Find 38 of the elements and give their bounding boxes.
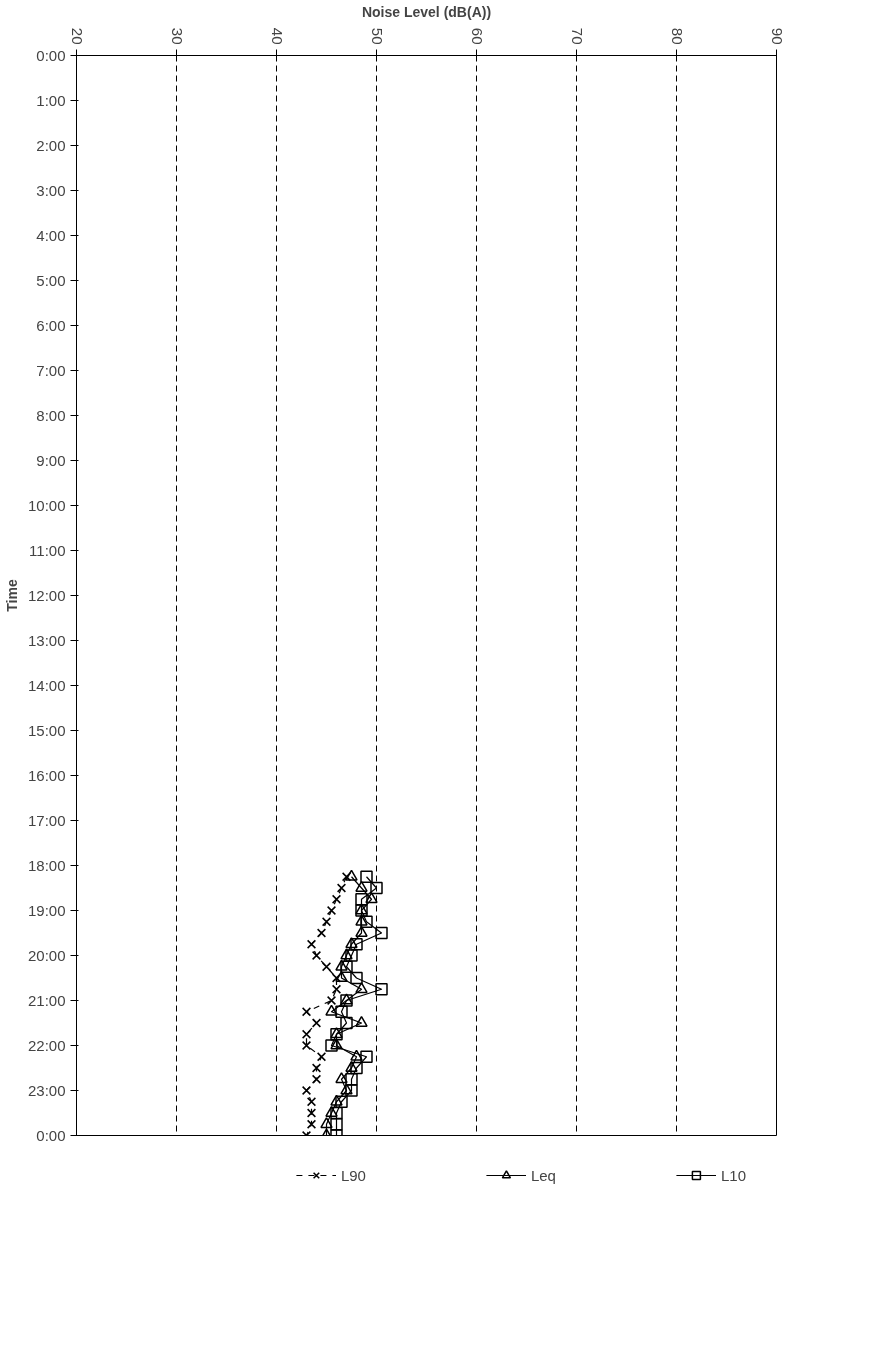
x-tick-label: 60 [468, 27, 486, 45]
y-tick-label: 4:00 [36, 227, 66, 244]
x-tick-label: 90 [768, 27, 786, 45]
y-tick-label: 16:00 [27, 767, 66, 784]
legend-label: L10 [720, 1166, 746, 1184]
y-tick-label: 14:00 [27, 677, 66, 694]
y-tick-label: 3:00 [36, 182, 66, 199]
y-tick-label: 1:00 [36, 92, 66, 109]
y-tick-label: 0:00 [36, 47, 66, 64]
y-tick-label: 19:00 [27, 902, 66, 919]
y-tick-label: 5:00 [36, 272, 66, 289]
y-tick-label: 9:00 [36, 452, 66, 469]
y-tick-label: 2:00 [36, 137, 66, 154]
x-tick-label: 40 [268, 27, 286, 45]
y-tick-label: 22:00 [27, 1037, 66, 1054]
y-tick-label: 10:00 [27, 497, 66, 514]
y-tick-label: 15:00 [27, 722, 66, 739]
y-tick-label: 13:00 [27, 632, 66, 649]
y-tick-label: 8:00 [36, 407, 66, 424]
x-axis-title: Noise Level (dB(A)) [361, 3, 492, 20]
x-tick-label: 20 [68, 27, 86, 45]
x-tick-label: 50 [368, 27, 386, 45]
x-tick-label: 30 [168, 27, 186, 45]
y-axis-title: Time [3, 579, 20, 612]
y-tick-label: 12:00 [27, 587, 66, 604]
legend-label: L90 [340, 1166, 366, 1184]
legend-label: Leq [530, 1166, 556, 1184]
x-tick-label: 70 [568, 27, 586, 45]
y-tick-label: 7:00 [36, 362, 66, 379]
y-tick-label: 20:00 [27, 947, 66, 964]
y-tick-label: 21:00 [27, 992, 66, 1009]
y-tick-label: 23:00 [27, 1082, 66, 1099]
y-tick-label: 0:00 [36, 1127, 66, 1144]
y-tick-label: 6:00 [36, 317, 66, 334]
y-tick-label: 18:00 [27, 857, 66, 874]
y-tick-label: 17:00 [27, 812, 66, 829]
y-tick-label: 11:00 [29, 542, 66, 559]
x-tick-label: 80 [668, 27, 686, 45]
